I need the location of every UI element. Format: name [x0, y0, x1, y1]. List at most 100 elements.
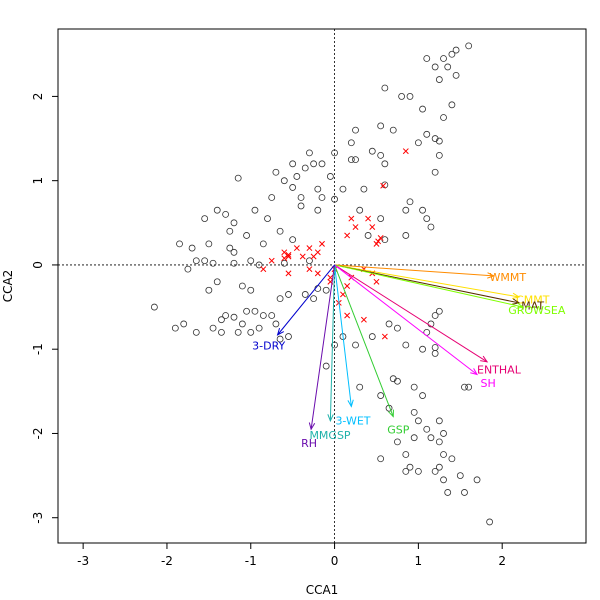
- species-point: [285, 270, 292, 277]
- site-point: [272, 168, 280, 176]
- plot-frame: [57, 28, 587, 544]
- site-point: [226, 227, 234, 235]
- site-point: [331, 341, 338, 349]
- site-point: [180, 320, 188, 328]
- species-point: [306, 266, 313, 273]
- vector-arrowhead: [470, 368, 479, 376]
- vector-sh: SH: [334, 264, 496, 390]
- site-point: [301, 164, 309, 172]
- vector-line: [334, 264, 394, 417]
- site-point: [368, 333, 376, 340]
- site-point: [213, 206, 221, 214]
- vector-line: [334, 264, 352, 407]
- site-point: [230, 259, 238, 267]
- vector-arrowhead: [512, 292, 521, 300]
- site-point: [285, 291, 292, 298]
- site-point: [192, 328, 200, 336]
- site-point: [402, 206, 410, 214]
- site-point: [423, 215, 431, 222]
- site-point: [314, 185, 322, 193]
- site-point: [440, 451, 447, 458]
- vector-arrowhead: [327, 414, 334, 423]
- vector-line: [277, 264, 335, 336]
- species-point: [310, 253, 317, 260]
- site-point: [176, 240, 183, 248]
- site-point: [280, 259, 288, 267]
- vector-line: [310, 264, 336, 430]
- site-point: [276, 335, 284, 343]
- site-point: [410, 408, 418, 416]
- site-point: [440, 430, 447, 437]
- site-point: [423, 425, 431, 433]
- site-point: [402, 232, 410, 239]
- site-point: [268, 194, 276, 201]
- y-tick-label: -2: [31, 427, 45, 439]
- site-point: [251, 206, 259, 214]
- x-axis-title: CCA1: [306, 583, 339, 597]
- site-point: [205, 286, 213, 294]
- site-point: [289, 184, 297, 191]
- site-point: [435, 76, 443, 83]
- y-tick-label: -1: [31, 343, 45, 355]
- site-point: [314, 206, 322, 214]
- site-point: [318, 194, 326, 201]
- site-point: [222, 312, 230, 319]
- vector-label: WMMT: [489, 271, 526, 284]
- site-point: [331, 149, 338, 157]
- site-point: [255, 261, 263, 269]
- species-point: [281, 249, 288, 256]
- site-point: [238, 282, 246, 290]
- site-point: [352, 126, 359, 134]
- site-point: [301, 291, 309, 298]
- species-point: [402, 148, 409, 155]
- site-point: [377, 392, 385, 399]
- vector-arrowhead: [516, 302, 525, 309]
- site-point: [402, 451, 410, 458]
- site-point: [289, 236, 297, 244]
- vector-label: RH: [301, 437, 317, 450]
- vector-gsp: GSP: [334, 264, 410, 437]
- vector-label: MAT: [521, 300, 544, 313]
- site-point: [431, 168, 439, 176]
- site-point: [435, 137, 443, 145]
- species-point: [268, 257, 275, 264]
- vector-line: [334, 264, 494, 277]
- site-point: [272, 320, 280, 328]
- site-point: [410, 434, 418, 442]
- vector-3-dry: 3-DRY: [252, 264, 335, 353]
- site-point: [406, 198, 414, 206]
- vector-rh: RH: [301, 264, 336, 450]
- site-point: [276, 295, 284, 303]
- vector-arrowhead: [308, 422, 316, 431]
- site-point: [431, 350, 439, 357]
- species-point: [348, 215, 355, 222]
- site-point: [431, 344, 439, 351]
- site-point: [247, 286, 255, 294]
- site-point: [247, 328, 255, 336]
- site-point: [259, 240, 267, 248]
- site-point: [440, 55, 447, 62]
- site-point: [456, 472, 464, 479]
- species-points: [260, 148, 409, 340]
- site-point: [356, 383, 364, 391]
- vector-label: SH: [481, 377, 496, 390]
- site-point: [188, 244, 196, 252]
- site-point: [264, 215, 271, 222]
- site-point: [448, 101, 456, 109]
- species-point: [377, 235, 384, 241]
- site-point: [318, 160, 326, 168]
- site-point: [255, 324, 263, 332]
- vector-label: GROWSEA: [508, 304, 566, 317]
- site-point: [184, 265, 192, 273]
- site-point: [230, 248, 238, 256]
- site-point: [402, 467, 410, 475]
- site-point: [297, 194, 305, 201]
- vector-wmmt: WMMT: [334, 264, 526, 284]
- site-point: [150, 303, 158, 311]
- site-point: [352, 341, 359, 349]
- vector-mat: MAT: [334, 264, 544, 313]
- site-points: [150, 42, 494, 526]
- vector-label: 3-DRY: [252, 340, 285, 353]
- vector-arrowhead: [511, 298, 521, 305]
- site-point: [435, 463, 443, 471]
